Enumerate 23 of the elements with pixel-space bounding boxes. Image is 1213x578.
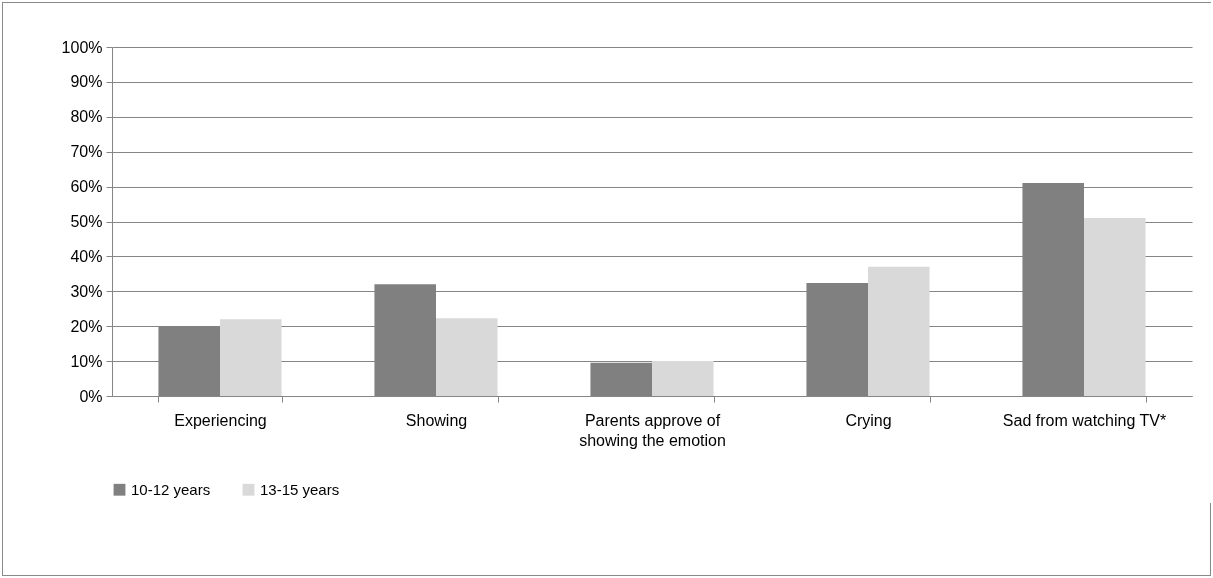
legend-label: 13-15 years (260, 480, 340, 498)
bar (1084, 218, 1146, 396)
y-tick-label: 70% (70, 143, 103, 161)
bar (868, 266, 930, 396)
bar (220, 319, 282, 396)
x-tick-label: Crying (845, 411, 892, 429)
x-tick-label: Showing (405, 411, 468, 429)
legend-label: 10-12 years (131, 480, 211, 498)
bar (652, 361, 714, 396)
bar (436, 318, 498, 396)
y-tick-label: 20% (70, 317, 103, 335)
y-tick-label: 90% (70, 73, 103, 91)
x-tick-label: Experiencing (174, 411, 267, 429)
y-tick-label: 0% (79, 387, 103, 405)
x-tick-label: Parents approve of showing the emotion (579, 411, 726, 449)
y-tick-label: 40% (70, 247, 103, 265)
y-tick-label: 30% (70, 282, 103, 300)
x-tick-label: Sad from watching TV* (1002, 411, 1167, 429)
y-tick-label: 80% (70, 108, 103, 126)
y-tick-label: 100% (61, 38, 103, 56)
y-tick-label: 50% (70, 213, 103, 230)
y-tick-label: 60% (70, 178, 103, 196)
y-tick-label: 10% (70, 352, 103, 370)
